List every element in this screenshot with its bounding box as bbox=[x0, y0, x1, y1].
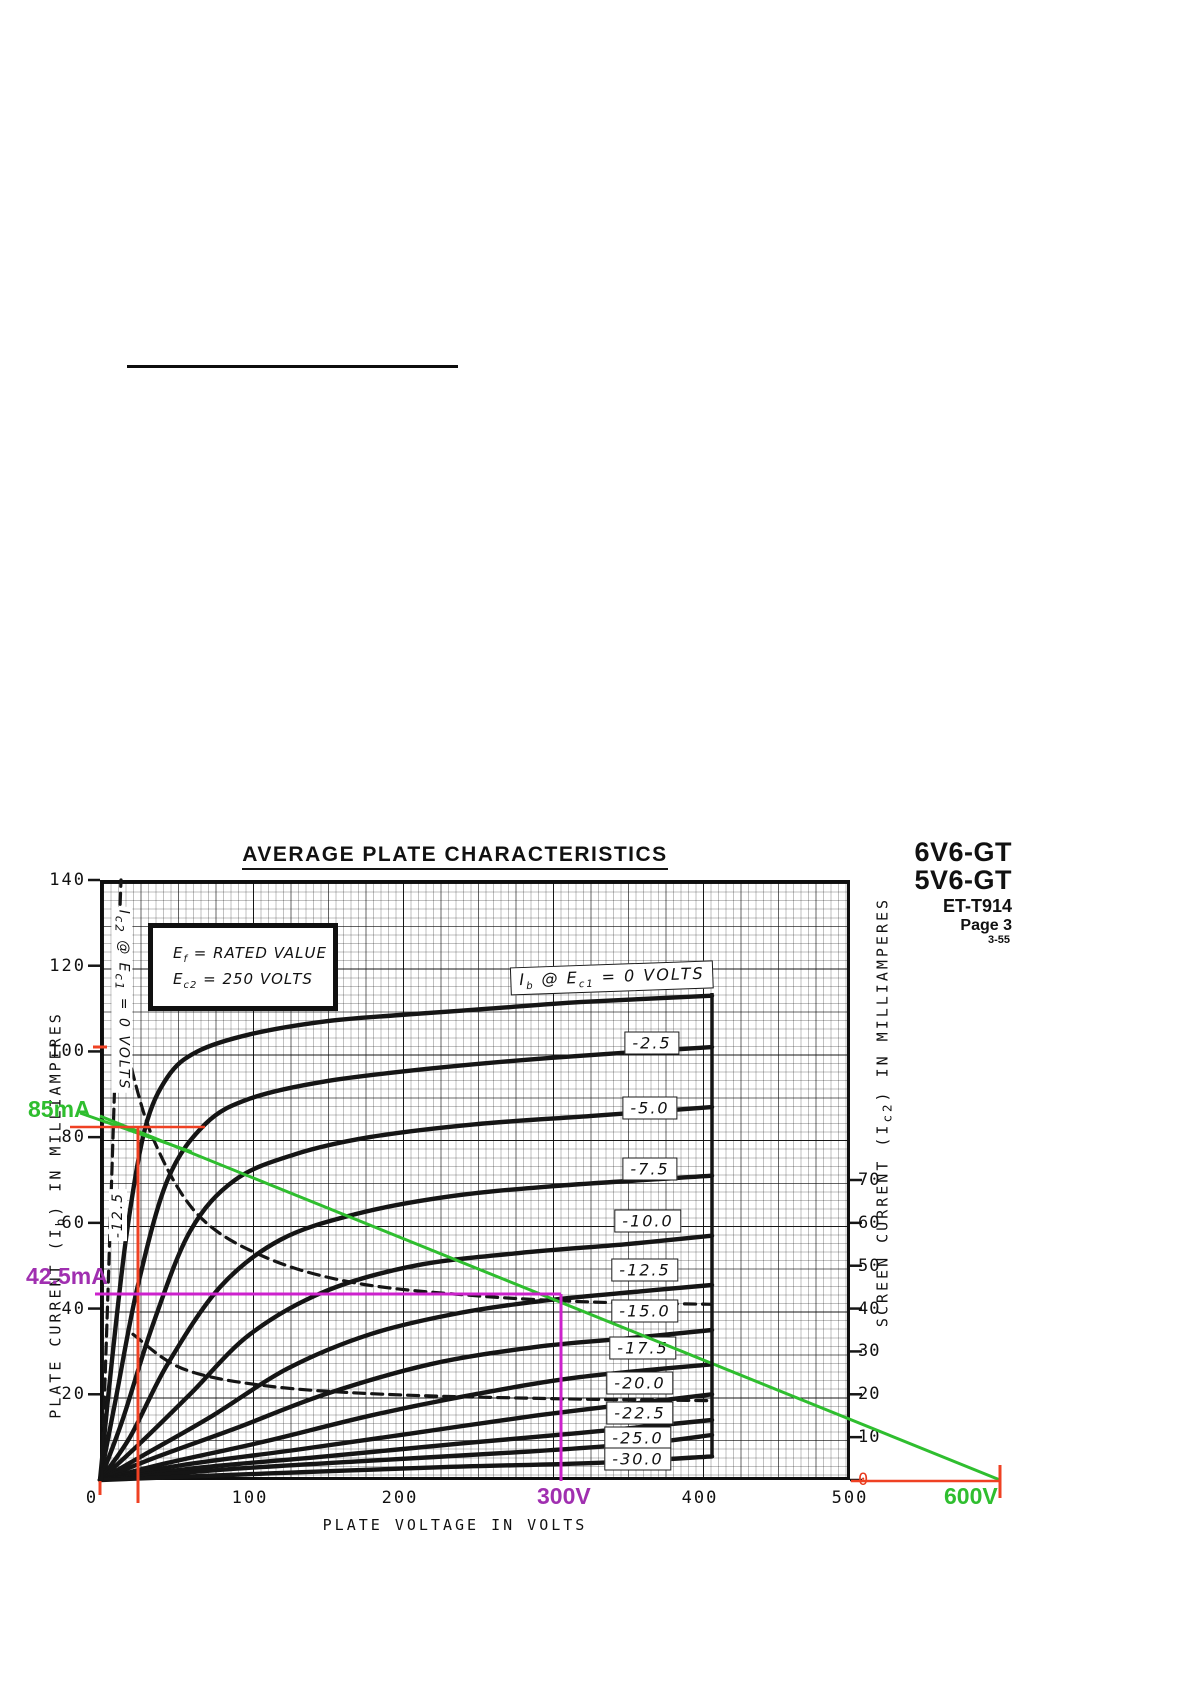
y-right-tick-0: 0 bbox=[858, 1470, 870, 1490]
curve-label--7.5: -7.5 bbox=[622, 1157, 678, 1181]
load-line-current-label: 85mA bbox=[28, 1096, 91, 1122]
curve-label--25.0: -25.0 bbox=[604, 1426, 672, 1450]
y-left-tick-120: 120 bbox=[49, 955, 86, 976]
curve-label--5.0: -5.0 bbox=[622, 1096, 678, 1120]
doc-number: ET-T914 bbox=[942, 895, 1012, 916]
curve-label--30.0: -30.0 bbox=[604, 1447, 672, 1471]
y-right-tick-40: 40 bbox=[858, 1298, 881, 1319]
y-right-tick-20: 20 bbox=[858, 1384, 881, 1405]
y-left-tick-140: 140 bbox=[49, 870, 86, 890]
x-tick-400: 400 bbox=[681, 1488, 719, 1508]
y-left-tick-100: 100 bbox=[49, 1041, 86, 1062]
tube-model-2: 5V6-GT bbox=[914, 865, 1012, 896]
screen-current-annotation-label: 42.5mA bbox=[26, 1263, 108, 1289]
screen-current-curve-label-12-5: -12.5 bbox=[109, 1188, 127, 1242]
screen-current-curve-label: Ic2 @ Ec1 = 0 VOLTS bbox=[111, 906, 133, 1094]
curve-label--17.5: -17.5 bbox=[609, 1336, 677, 1360]
curve-label--2.5: -2.5 bbox=[624, 1031, 680, 1055]
condition-line-1: Ef = RATED VALUE bbox=[173, 944, 327, 965]
date-code: 3-55 bbox=[987, 934, 1010, 947]
curve-label--10.0: -10.0 bbox=[614, 1209, 682, 1233]
conditions-box: Ef = RATED VALUE Ec2 = 250 VOLTS bbox=[148, 923, 338, 1011]
tube-model-1: 6V6-GT bbox=[914, 837, 1012, 867]
x-axis-title: PLATE VOLTAGE IN VOLTS bbox=[322, 1516, 588, 1534]
y-left-tick-80: 80 bbox=[61, 1127, 86, 1148]
voltage-300-annotation-label: 300V bbox=[537, 1483, 591, 1509]
y-right-tick-50: 50 bbox=[858, 1255, 881, 1276]
y-right-tick-10: 10 bbox=[858, 1427, 881, 1448]
y-right-tick-60: 60 bbox=[858, 1212, 881, 1233]
y-left-tick-20: 20 bbox=[61, 1384, 86, 1405]
condition-line-2: Ec2 = 250 VOLTS bbox=[173, 969, 313, 991]
y-left-tick-40: 40 bbox=[61, 1298, 86, 1319]
curve-label--15.0: -15.0 bbox=[611, 1299, 679, 1323]
curve-label--12.5: -12.5 bbox=[611, 1258, 679, 1282]
tube-header-block: 6V6-GT 5V6-GT ET-T914 Page 3 3-55 bbox=[914, 838, 1012, 947]
y-right-tick-70: 70 bbox=[858, 1170, 881, 1190]
page-label: Page 3 bbox=[960, 916, 1012, 934]
x-tick-200: 200 bbox=[381, 1488, 419, 1508]
voltage-600-annotation-label: 600V bbox=[944, 1483, 998, 1509]
x-tick-500: 500 bbox=[831, 1488, 869, 1508]
chart-title-text: AVERAGE PLATE CHARACTERISTICS bbox=[242, 843, 668, 870]
curve-label--20.0: -20.0 bbox=[606, 1371, 674, 1395]
chart-title: AVERAGE PLATE CHARACTERISTICS bbox=[100, 843, 810, 870]
curve-label--22.5: -22.5 bbox=[606, 1401, 674, 1425]
x-tick-0: 0 bbox=[85, 1488, 99, 1508]
x-tick-100: 100 bbox=[231, 1488, 269, 1508]
y-left-tick-60: 60 bbox=[61, 1212, 86, 1233]
y-right-tick-30: 30 bbox=[858, 1341, 881, 1362]
page-top-underline bbox=[127, 365, 458, 368]
